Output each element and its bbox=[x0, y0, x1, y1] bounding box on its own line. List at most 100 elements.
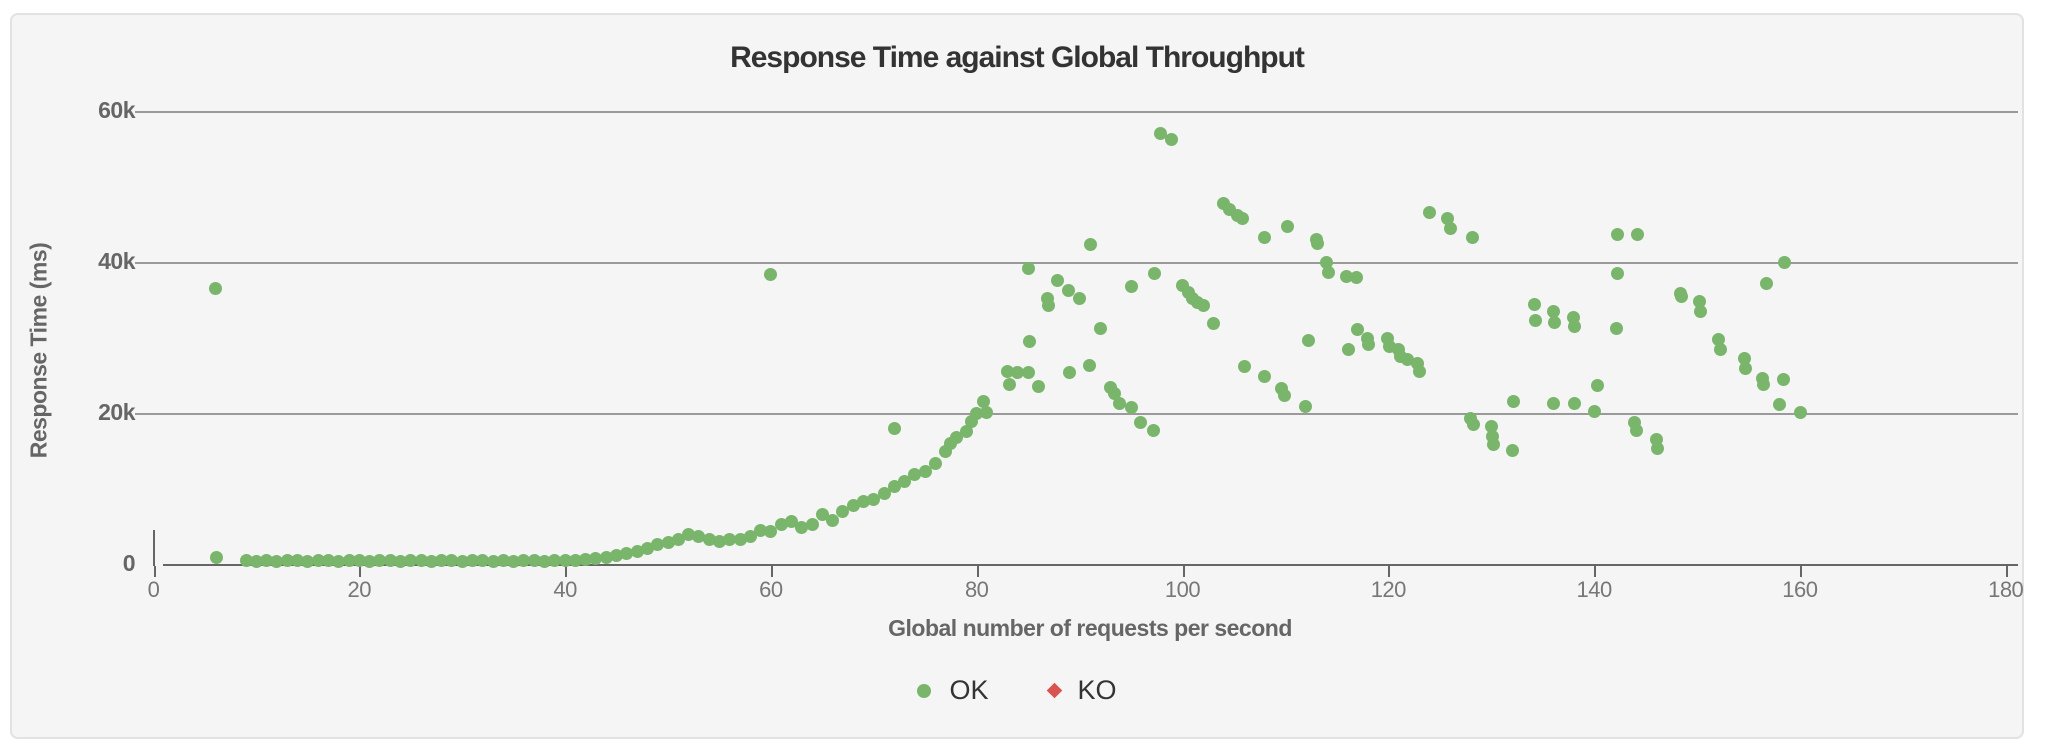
data-point-ok bbox=[1714, 343, 1728, 357]
data-point-ok bbox=[929, 457, 943, 471]
data-point-ok bbox=[1124, 401, 1138, 415]
data-point-ok bbox=[977, 395, 991, 409]
data-point-ok bbox=[1712, 332, 1726, 346]
data-point-ok bbox=[1301, 334, 1315, 348]
legend: OK KO bbox=[12, 675, 2022, 706]
data-point-ok bbox=[1042, 299, 1056, 313]
data-point-ok bbox=[270, 554, 284, 568]
legend-item-ok[interactable]: OK bbox=[917, 675, 989, 706]
data-point-ok bbox=[651, 537, 665, 551]
data-point-ok bbox=[1568, 396, 1582, 410]
data-point-ok bbox=[1547, 396, 1561, 410]
data-point-ok bbox=[1757, 377, 1771, 391]
data-point-ok bbox=[671, 532, 685, 546]
data-point-ok bbox=[1507, 395, 1521, 409]
data-point-ok bbox=[898, 475, 912, 489]
data-point-ok bbox=[239, 554, 253, 568]
data-point-ok bbox=[1527, 297, 1541, 311]
data-point-ok bbox=[1466, 231, 1480, 245]
y-tick-label: 60k bbox=[98, 97, 135, 123]
data-point-ok bbox=[527, 554, 541, 568]
y-tick-label: 0 bbox=[122, 550, 136, 576]
data-point-ok bbox=[1610, 321, 1624, 335]
data-point-ok bbox=[321, 554, 335, 568]
data-point-ok bbox=[1339, 269, 1353, 283]
data-point-ok bbox=[568, 553, 582, 567]
data-point-ok bbox=[1051, 273, 1065, 287]
data-point-ok bbox=[1441, 212, 1455, 226]
data-point-ok bbox=[1651, 441, 1665, 455]
data-point-ok bbox=[826, 513, 840, 527]
x-tick bbox=[359, 566, 362, 577]
data-point-ok bbox=[764, 267, 778, 281]
data-point-ok bbox=[332, 554, 346, 568]
data-point-ok bbox=[743, 530, 757, 544]
data-point-ok bbox=[486, 554, 500, 568]
data-point-ok bbox=[661, 535, 675, 549]
data-point-ok bbox=[435, 554, 449, 568]
legend-label-ok: OK bbox=[949, 675, 989, 705]
data-point-ok bbox=[1568, 319, 1582, 333]
data-point-ok bbox=[723, 532, 737, 546]
data-point-ok bbox=[1412, 364, 1426, 378]
legend-label-ko: KO bbox=[1077, 675, 1117, 705]
x-tick bbox=[1799, 566, 1802, 577]
data-point-ok bbox=[1093, 321, 1107, 335]
data-point-ok bbox=[589, 552, 603, 566]
data-point-ok bbox=[1422, 205, 1436, 219]
data-point-ok bbox=[1147, 423, 1161, 437]
data-point-ok bbox=[424, 554, 438, 568]
data-point-ok bbox=[1760, 277, 1774, 291]
data-point-ok bbox=[1133, 416, 1147, 430]
data-point-ok bbox=[836, 505, 850, 519]
data-point-ok bbox=[784, 515, 798, 529]
data-point-ok bbox=[970, 407, 984, 421]
data-point-ok bbox=[620, 546, 634, 560]
data-point-ok bbox=[301, 554, 315, 568]
data-point-ok bbox=[1003, 377, 1017, 391]
x-tick bbox=[1182, 566, 1185, 577]
data-point-ok bbox=[260, 554, 274, 568]
x-tick bbox=[153, 566, 156, 577]
y-tick-label: 40k bbox=[98, 248, 135, 274]
legend-item-ko[interactable]: KO bbox=[1046, 675, 1117, 706]
data-point-ok bbox=[702, 533, 716, 547]
gridline-60000 bbox=[135, 111, 2018, 113]
x-tick-label: 20 bbox=[347, 577, 372, 602]
data-point-ok bbox=[877, 487, 891, 501]
data-point-ok bbox=[517, 554, 531, 568]
data-point-ok bbox=[393, 554, 407, 568]
data-point-ok bbox=[867, 492, 881, 506]
data-point-ok bbox=[1486, 438, 1500, 452]
data-point-ok bbox=[1587, 404, 1601, 418]
data-point-ok bbox=[1320, 256, 1334, 270]
x-tick-label: 160 bbox=[1782, 577, 1818, 602]
data-point-ok bbox=[342, 554, 356, 568]
data-point-ok bbox=[1443, 222, 1457, 236]
data-point-ok bbox=[1629, 423, 1643, 437]
chart-title: Response Time against Global Throughput bbox=[730, 41, 1305, 74]
data-point-ok bbox=[1310, 237, 1324, 251]
x-tick bbox=[2005, 566, 2008, 577]
data-point-ok bbox=[1164, 133, 1178, 147]
data-point-ok bbox=[1022, 334, 1036, 348]
data-point-ok bbox=[1322, 266, 1336, 280]
ko-marker-icon bbox=[1046, 682, 1062, 699]
data-point-ok bbox=[1484, 420, 1498, 434]
data-point-ok bbox=[815, 508, 829, 522]
x-tick bbox=[976, 566, 979, 577]
data-point-ok bbox=[1630, 228, 1644, 242]
x-axis-title: Global number of requests per second bbox=[888, 615, 1292, 641]
x-tick bbox=[1594, 566, 1597, 577]
data-point-ok bbox=[887, 480, 901, 494]
data-point-ok bbox=[1350, 322, 1364, 336]
data-point-ok bbox=[507, 554, 521, 568]
x-tick-label: 120 bbox=[1370, 577, 1407, 602]
data-point-ok bbox=[1341, 343, 1355, 357]
data-point-ok bbox=[1548, 315, 1562, 329]
data-point-ok bbox=[1506, 444, 1520, 458]
x-tick-label: 180 bbox=[1988, 577, 2024, 602]
data-point-ok bbox=[1777, 255, 1791, 269]
x-tick bbox=[565, 566, 568, 577]
data-point-ok bbox=[1362, 337, 1376, 351]
